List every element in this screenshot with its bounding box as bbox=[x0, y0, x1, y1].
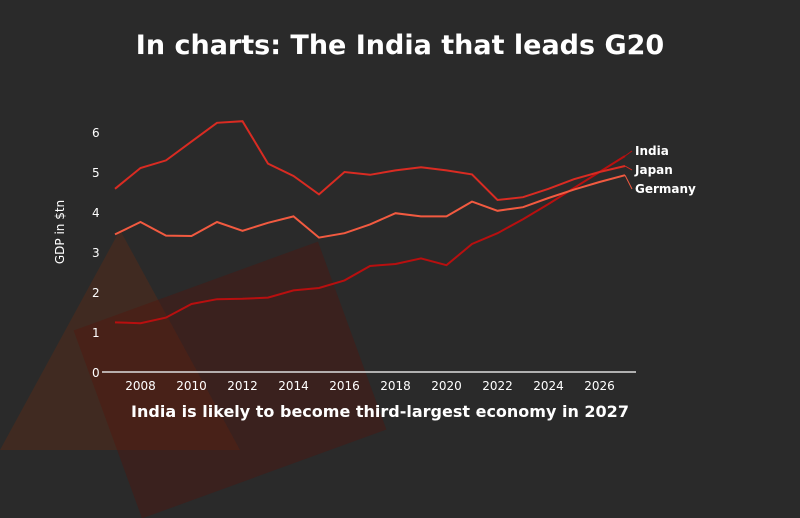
page-title: In charts: The India that leads G20 bbox=[135, 30, 665, 61]
series-label-germany: Germany bbox=[635, 182, 696, 196]
y-tick-label: 3 bbox=[92, 246, 100, 260]
y-tick-label: 0 bbox=[92, 366, 100, 380]
x-tick-label: 2012 bbox=[227, 379, 258, 393]
legend-leader-japan bbox=[624, 165, 633, 171]
x-tick-label: 2010 bbox=[176, 379, 207, 393]
line-chart: 0 1 2 3 4 5 6 2008 2010 2012 2014 2016 2018 2020 2022 2… bbox=[53, 120, 696, 393]
series-label-india: India bbox=[635, 144, 669, 158]
x-tick-label: 2020 bbox=[431, 379, 462, 393]
series-line-japan bbox=[114, 120, 626, 202]
legend-leader-india bbox=[624, 150, 633, 157]
y-tick-label: 5 bbox=[92, 166, 100, 180]
x-tick-label: 2014 bbox=[278, 379, 309, 393]
y-axis-label: GDP in $tn bbox=[53, 200, 67, 264]
x-tick-label: 2016 bbox=[329, 379, 360, 393]
x-tick-label: 2022 bbox=[482, 379, 513, 393]
series-line-germany bbox=[114, 174, 626, 239]
background-decoration bbox=[0, 230, 240, 450]
y-tick-label: 4 bbox=[92, 206, 100, 220]
y-tick-label: 2 bbox=[92, 286, 100, 300]
x-tick-label: 2026 bbox=[584, 379, 615, 393]
series-line-india bbox=[114, 155, 626, 325]
x-tick-label: 2008 bbox=[125, 379, 156, 393]
series-label-japan: Japan bbox=[634, 163, 673, 177]
legend-leader-germany bbox=[624, 174, 633, 190]
chart-subtitle: India is likely to become third-largest … bbox=[131, 402, 629, 421]
x-tick-label: 2018 bbox=[380, 379, 411, 393]
y-tick-label: 6 bbox=[92, 126, 100, 140]
y-tick-label: 1 bbox=[92, 326, 100, 340]
x-tick-label: 2024 bbox=[533, 379, 564, 393]
